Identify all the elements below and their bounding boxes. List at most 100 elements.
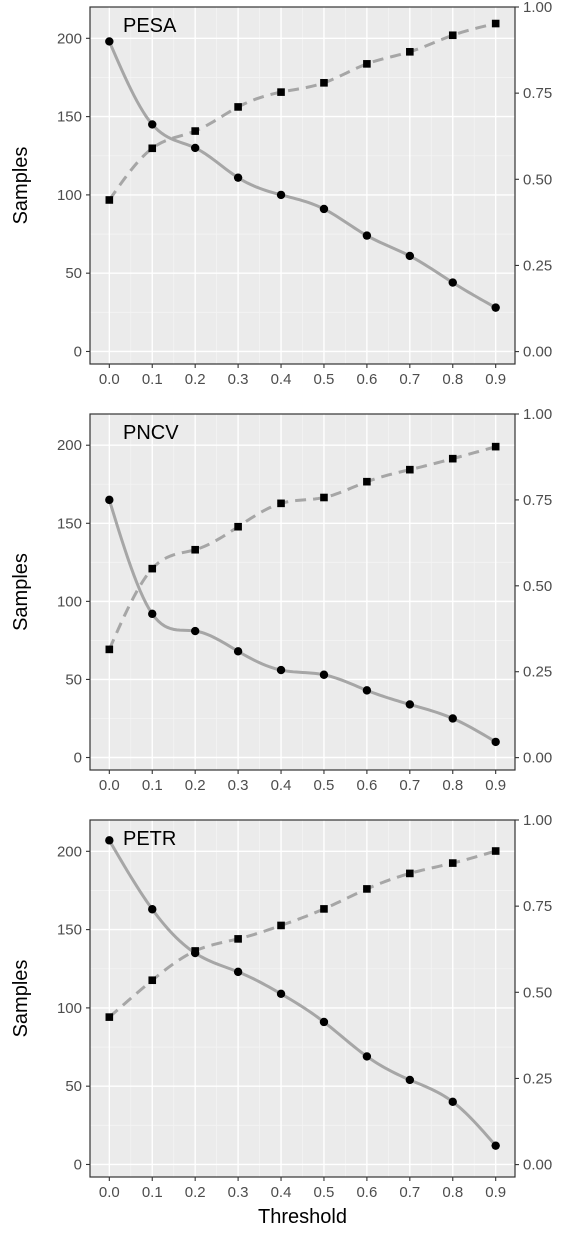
x-tick-label: 0.3 bbox=[228, 1184, 249, 1201]
data-point-square bbox=[363, 60, 371, 68]
y-tick-label: 100 bbox=[57, 593, 82, 610]
data-point-square bbox=[448, 859, 457, 867]
data-point-square bbox=[277, 88, 285, 96]
data-point-square bbox=[148, 564, 157, 573]
data-point-circle bbox=[448, 1097, 457, 1107]
series-line-right-axis bbox=[107, 445, 497, 650]
y2-tick-label: 0.00 bbox=[523, 750, 552, 767]
data-point-circle bbox=[190, 626, 200, 636]
data-point-square bbox=[363, 477, 371, 486]
panel-title: PNCV bbox=[123, 422, 179, 444]
data-point-circle bbox=[105, 37, 114, 46]
y2-tick-label: 0.75 bbox=[523, 898, 552, 915]
data-point-square bbox=[105, 645, 114, 654]
x-tick-label: 0.5 bbox=[314, 1184, 335, 1201]
y2-tick-label: 0.25 bbox=[523, 257, 552, 274]
x-tick-label: 0.0 bbox=[99, 1184, 120, 1201]
series-line-samples bbox=[108, 839, 497, 1147]
data-point-circle bbox=[319, 204, 329, 214]
data-point-circle bbox=[319, 670, 329, 679]
data-point-circle bbox=[276, 989, 286, 999]
chart-panel-pncv: 0.0 0.1 0.2 0.3 0.4 0.5 0.6 0.7 0.8 0.9 0 50 100 150 2… bbox=[10, 406, 552, 794]
y-axis-title: Samples bbox=[10, 147, 32, 225]
x-tick-label: 0.1 bbox=[142, 777, 163, 794]
series-line-samples bbox=[107, 499, 497, 744]
data-point-circle bbox=[405, 1075, 415, 1085]
data-point-circle bbox=[362, 686, 372, 695]
data-point-square bbox=[234, 522, 242, 531]
chart-panel-pesa: 0.0 0.1 0.2 0.3 0.4 0.5 0.6 0.7 0.8 0.9 0 50 100 150 2… bbox=[10, 0, 552, 388]
data-point-square bbox=[234, 935, 242, 943]
data-point-square bbox=[191, 127, 199, 135]
y2-tick-label: 0.50 bbox=[523, 171, 552, 188]
data-point-circle bbox=[233, 647, 243, 656]
chart-panel-petr: 0.0 0.1 0.2 0.3 0.4 0.5 0.6 0.7 0.8 0.9 0 50 100 150 2… bbox=[10, 812, 552, 1201]
data-point-square bbox=[363, 885, 371, 893]
y-tick-label: 50 bbox=[65, 1078, 82, 1095]
y2-tick-label: 0.00 bbox=[523, 344, 552, 361]
x-tick-label: 0.7 bbox=[399, 777, 420, 794]
data-point-square bbox=[191, 947, 199, 955]
series-line-samples bbox=[107, 40, 497, 309]
series-line-right-axis bbox=[108, 849, 497, 1019]
data-point-circle bbox=[233, 967, 243, 977]
x-tick-label: 0.3 bbox=[228, 371, 249, 388]
panel-border bbox=[89, 413, 516, 771]
data-point-square bbox=[234, 103, 242, 111]
x-tick-label: 0.4 bbox=[271, 371, 292, 388]
y-tick-label: 50 bbox=[65, 671, 82, 688]
x-tick-label: 0.2 bbox=[185, 371, 206, 388]
data-point-square bbox=[406, 869, 414, 878]
x-tick-label: 0.6 bbox=[356, 371, 377, 388]
x-tick-label: 0.4 bbox=[271, 777, 292, 794]
data-point-circle bbox=[491, 737, 500, 747]
data-point-square bbox=[191, 545, 199, 554]
data-point-circle bbox=[491, 303, 500, 312]
data-point-circle bbox=[105, 495, 114, 505]
data-point-circle bbox=[362, 1052, 372, 1061]
data-point-circle bbox=[276, 665, 286, 675]
x-axis-title: Threshold bbox=[258, 1206, 347, 1228]
x-tick-label: 0.2 bbox=[185, 1184, 206, 1201]
data-point-square bbox=[320, 905, 328, 913]
data-point-circle bbox=[233, 173, 243, 182]
y2-tick-label: 0.75 bbox=[523, 492, 552, 509]
x-tick-label: 0.6 bbox=[356, 777, 377, 794]
panel-title: PESA bbox=[123, 15, 177, 37]
data-point-square bbox=[105, 196, 114, 204]
x-tick-label: 0.0 bbox=[99, 777, 120, 794]
data-point-circle bbox=[405, 251, 415, 261]
x-tick-label: 0.6 bbox=[356, 1184, 377, 1201]
y-tick-label: 0 bbox=[74, 1156, 82, 1173]
y2-tick-label: 0.50 bbox=[523, 984, 552, 1001]
y-tick-label: 0 bbox=[74, 343, 82, 360]
x-tick-label: 0.0 bbox=[99, 371, 120, 388]
y-tick-label: 0 bbox=[74, 750, 82, 767]
y-axis-title: Samples bbox=[10, 553, 32, 631]
data-point-circle bbox=[362, 231, 372, 240]
y-tick-label: 150 bbox=[57, 922, 82, 939]
x-tick-label: 0.1 bbox=[142, 371, 163, 388]
y-tick-label: 100 bbox=[57, 187, 82, 204]
y-tick-label: 100 bbox=[57, 1000, 82, 1017]
y2-tick-label: 0.75 bbox=[523, 85, 552, 102]
panel-border bbox=[89, 819, 516, 1178]
x-tick-label: 0.5 bbox=[314, 371, 335, 388]
data-point-square bbox=[448, 31, 457, 40]
panel-border bbox=[89, 6, 516, 365]
x-tick-label: 0.7 bbox=[399, 371, 420, 388]
x-tick-label: 0.9 bbox=[485, 1184, 506, 1201]
data-point-square bbox=[105, 1013, 114, 1021]
y2-tick-label: 0.25 bbox=[523, 664, 552, 681]
x-tick-label: 0.3 bbox=[228, 777, 249, 794]
y2-tick-label: 0.50 bbox=[523, 578, 552, 595]
data-point-square bbox=[277, 921, 285, 930]
data-point-circle bbox=[148, 609, 157, 619]
data-point-square bbox=[448, 454, 457, 463]
data-point-square bbox=[320, 493, 328, 502]
y-tick-label: 50 bbox=[65, 265, 82, 282]
data-point-circle bbox=[448, 714, 457, 723]
data-point-circle bbox=[491, 1141, 500, 1150]
